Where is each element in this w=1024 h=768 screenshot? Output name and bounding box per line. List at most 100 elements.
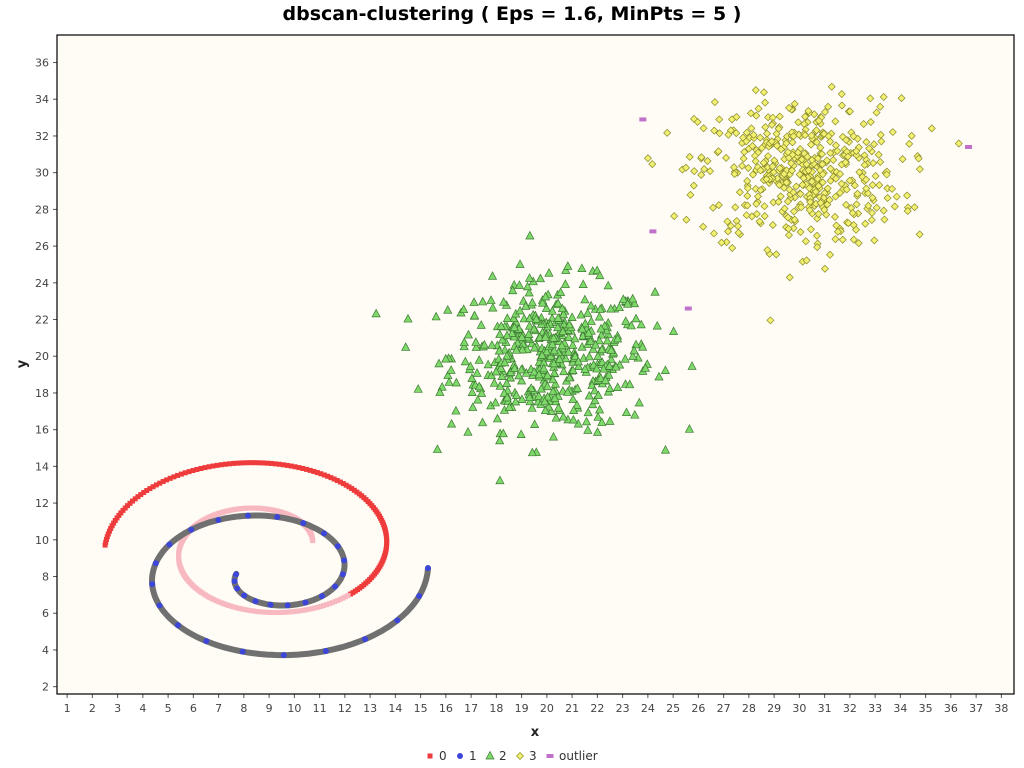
cluster-3-point <box>697 153 706 162</box>
cluster-3-point <box>782 139 791 148</box>
cluster-2-point <box>668 326 679 336</box>
cluster-3-point <box>879 206 888 215</box>
cluster-2-point <box>473 394 483 404</box>
cluster-3-point <box>813 174 822 183</box>
cluster-2-point <box>517 375 527 385</box>
cluster-3-point <box>845 107 854 116</box>
cluster-3-point <box>868 181 877 190</box>
cluster-2-point <box>504 402 514 411</box>
cluster-2-point <box>539 363 549 373</box>
cluster-2-point <box>542 370 553 380</box>
cluster-3-point <box>689 114 698 123</box>
cluster-3-point <box>837 101 846 110</box>
cluster-3-point <box>804 166 813 175</box>
cluster-0-point <box>251 608 257 614</box>
x-tick-label: 33 <box>868 702 882 715</box>
cluster-0-point <box>141 490 147 496</box>
cluster-3-point <box>751 157 760 166</box>
cluster-1-point <box>339 571 346 578</box>
cluster-0-point <box>135 494 141 500</box>
cluster-2-point <box>613 333 623 343</box>
cluster-3-point <box>842 136 851 145</box>
cluster-3-point <box>764 152 773 161</box>
data-points <box>102 82 973 659</box>
cluster-2-point <box>524 287 534 297</box>
cluster-0-point <box>318 471 324 477</box>
cluster-1-point <box>341 557 348 564</box>
cluster-3-point <box>825 195 834 204</box>
legend-label: 1 <box>469 749 477 763</box>
cluster-2-point <box>432 444 443 453</box>
y-tick-label: 12 <box>35 497 49 510</box>
cluster-0-point <box>266 609 272 615</box>
cluster-0-point <box>260 609 266 615</box>
cluster-3-point <box>805 206 814 215</box>
cluster-3-point <box>848 209 857 218</box>
cluster-2-point <box>530 419 540 428</box>
cluster-2-point <box>474 381 484 391</box>
cluster-2-point <box>514 370 524 380</box>
cluster-0-point <box>235 460 241 466</box>
cluster-0-point <box>114 515 120 521</box>
cluster-2-point <box>508 285 518 295</box>
cluster-0-point <box>318 603 324 609</box>
cluster-2-point <box>551 412 561 422</box>
cluster-0-point <box>300 465 306 471</box>
cluster-0-point <box>227 461 233 467</box>
cluster-0-point <box>321 472 327 478</box>
cluster-3-point <box>833 146 842 155</box>
cluster-2-point <box>592 363 602 373</box>
cluster-3-point <box>799 174 808 183</box>
cluster-2-point <box>560 279 570 288</box>
x-tick-label: 21 <box>565 702 579 715</box>
cluster-2-point <box>594 311 604 321</box>
cluster-3-point <box>818 170 827 179</box>
y-tick-label: 8 <box>42 571 49 584</box>
y-tick-label: 16 <box>35 424 49 437</box>
cluster-2-point <box>580 364 590 373</box>
cluster-2-point <box>495 475 505 485</box>
cluster-2-point <box>577 263 587 272</box>
cluster-3-point <box>880 215 889 224</box>
cluster-2-point <box>568 414 578 424</box>
cluster-0-point <box>343 482 349 488</box>
cluster-0-point <box>337 479 343 485</box>
cluster-1-point <box>152 560 159 567</box>
cluster-3-point <box>820 264 829 273</box>
cluster-2-point <box>561 265 571 274</box>
cluster-2-point <box>602 335 612 345</box>
cluster-0-point <box>102 542 108 548</box>
cluster-3-point <box>853 189 862 198</box>
cluster-2-point <box>474 355 484 364</box>
legend-swatch <box>516 752 524 760</box>
cluster-2-point <box>524 329 534 338</box>
cluster-1-point <box>232 571 239 578</box>
cluster-2-point <box>660 445 671 454</box>
cluster-3-point <box>905 139 914 148</box>
cluster-3-point <box>866 118 875 127</box>
cluster-3-point <box>685 152 694 161</box>
cluster-3-point <box>859 119 868 128</box>
cluster-3-point <box>772 250 781 259</box>
cluster-2-point <box>603 280 613 290</box>
cluster-3-point <box>804 106 813 115</box>
cluster-0-point <box>108 525 114 531</box>
cluster-2-point <box>487 340 497 349</box>
x-tick-label: 14 <box>388 702 402 715</box>
cluster-3-point <box>767 120 776 129</box>
cluster-3-point <box>744 164 753 173</box>
cluster-1-point <box>234 585 241 592</box>
cluster-3-point <box>813 243 822 252</box>
cluster-0-point <box>239 460 245 466</box>
cluster-3-point <box>670 212 679 221</box>
cluster-2-point <box>491 366 501 376</box>
x-tick-label: 12 <box>338 702 352 715</box>
cluster-2-point <box>600 375 611 384</box>
cluster-0-point <box>144 488 150 494</box>
cluster-2-point <box>534 369 544 379</box>
cluster-0-point <box>351 487 357 493</box>
cluster-2-point <box>563 261 573 270</box>
cluster-3-point <box>837 90 846 99</box>
cluster-2-point <box>590 395 600 405</box>
